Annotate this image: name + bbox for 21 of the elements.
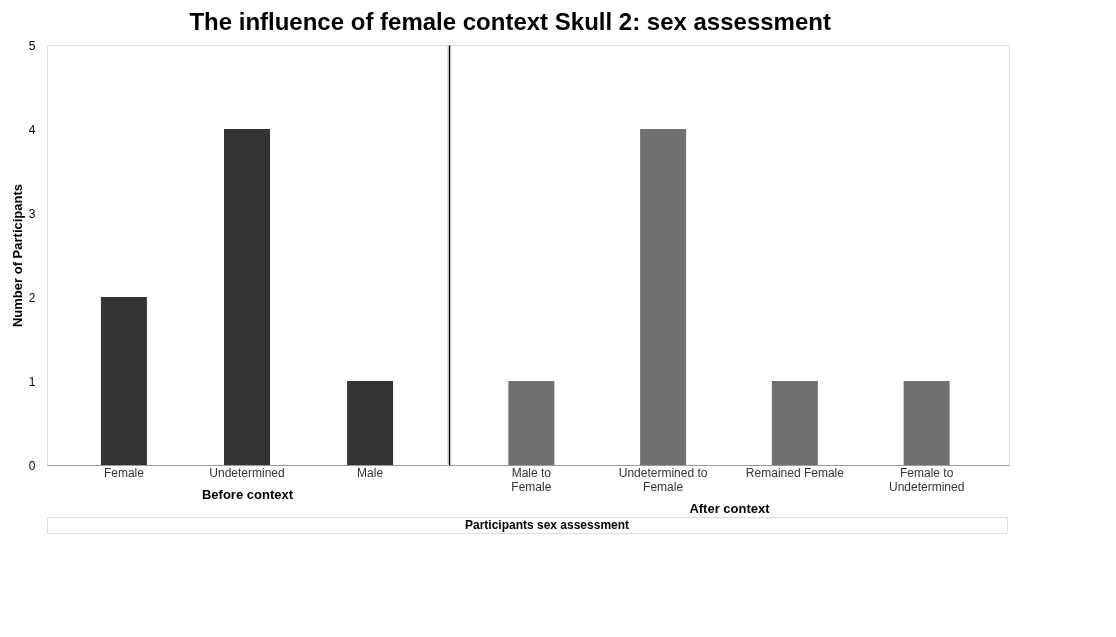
x-tick-label: Female to Undetermined [888,465,965,494]
x-tick-label: Remained Female [745,465,845,480]
x-tick-label: Female [103,465,145,480]
y-tick-label: 1 [28,374,36,389]
bar [224,129,270,465]
y-tick-label: 2 [28,290,36,305]
bar [347,381,394,465]
x-axis-title: After context [689,500,771,516]
text: Participants sex assessment [464,518,630,532]
y-tick-label: 4 [28,122,36,137]
x-tick-label: Undetermined to Female [618,465,708,494]
x-tick-label: Male [357,465,384,480]
x-tick-label: Male to Female [511,465,552,494]
y-tick-label: 0 [28,458,36,473]
y-tick-label: 3 [28,206,36,221]
y-axis-title: Number of Participants [9,183,25,328]
y-tick-label: 5 [28,38,36,53]
text: The influence of female context Skull 2: sex assessment [189,7,831,35]
bar [100,297,147,465]
x-axis-title: Before context [201,486,294,502]
x-tick-label: Undetermined [209,465,285,480]
